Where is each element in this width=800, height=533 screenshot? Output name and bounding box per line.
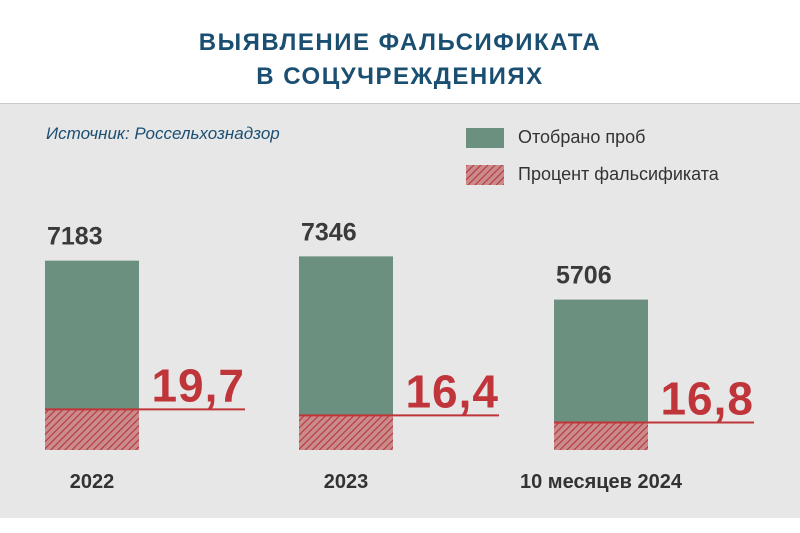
legend-swatch-samples [466,127,504,148]
percent-value-label: 16,8 [660,372,754,424]
percent-value-label: 16,4 [405,365,499,417]
legend-label-samples: Отобрано проб [518,127,646,147]
percent-value-label: 19,7 [151,359,245,411]
legend-item-percent: Процент фальсификата [466,164,719,185]
title-line-1: ВЫЯВЛЕНИЕ ФАЛЬСИФИКАТА [198,29,602,56]
bar-value-label: 7346 [301,218,357,246]
bar-chart: 7183 19,7 2022 7346 16,4 2023 5706 16,8 10 месяц… [45,218,754,493]
chart-title: ВЫЯВЛЕНИЕ ФАЛЬСИФИКАТА В СОЦУЧРЕЖДЕНИЯХ [0,26,800,94]
header: ВЫЯВЛЕНИЕ ФАЛЬСИФИКАТА В СОЦУЧРЕЖДЕНИЯХ [0,0,800,104]
bar-percent-segment [299,415,393,450]
bar-value-label: 5706 [556,262,612,290]
legend-swatch-percent [466,164,504,185]
source-note: Источник: Россельхознадзор [46,124,280,143]
legend-item-samples: Отобрано проб [466,127,645,148]
category-label: 10 месяцев 2024 [520,471,683,493]
bar-percent-segment [554,422,648,450]
bar-percent-segment [45,409,139,450]
footer-strip [0,518,800,533]
legend-label-percent: Процент фальсификата [518,164,719,184]
category-label: 2022 [70,471,115,493]
title-line-2: В СОЦУЧРЕЖДЕНИЯХ [256,63,544,90]
category-label: 2023 [324,471,369,493]
bar-value-label: 7183 [47,223,103,251]
